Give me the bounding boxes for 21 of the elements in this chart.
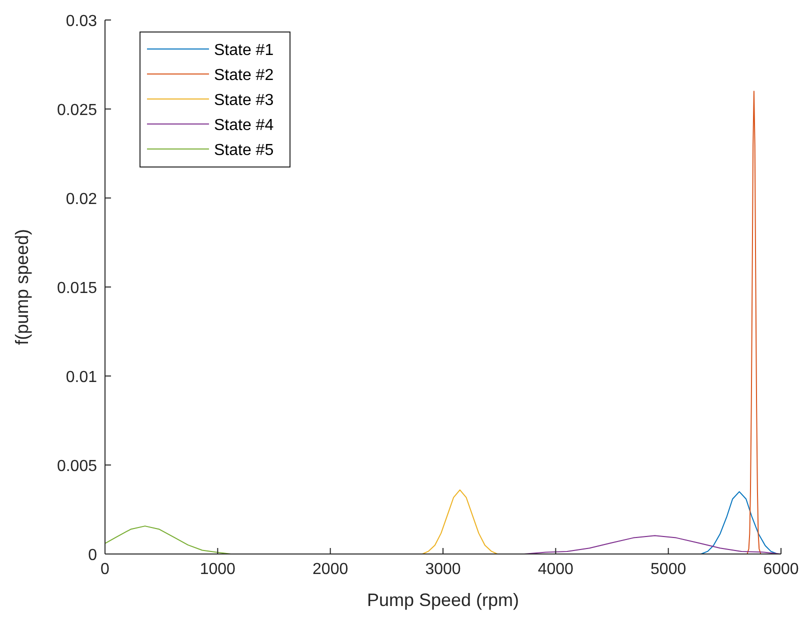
x-tick-label: 5000 <box>650 561 686 578</box>
legend-label: State #2 <box>214 67 274 84</box>
y-tick-label: 0 <box>88 547 98 564</box>
legend-label: State #1 <box>214 42 274 59</box>
x-tick-label: 0 <box>100 561 110 578</box>
y-tick-label: 0.025 <box>56 102 98 119</box>
legend-label: State #4 <box>214 117 274 134</box>
legend-label: State #3 <box>214 92 274 109</box>
x-tick-label: 6000 <box>763 561 799 578</box>
y-tick-label: 0.015 <box>56 280 98 297</box>
x-tick-label: 4000 <box>538 561 574 578</box>
x-axis-title: Pump Speed (rpm) <box>366 590 520 610</box>
x-tick-label: 1000 <box>200 561 236 578</box>
y-tick-label: 0.02 <box>66 191 98 208</box>
x-tick-label: 2000 <box>312 561 348 578</box>
legend-label: State #5 <box>214 142 274 159</box>
x-tick-label: 3000 <box>425 561 461 578</box>
y-tick-label: 0.01 <box>66 369 98 386</box>
y-tick-label: 0.005 <box>56 458 98 475</box>
y-tick-label: 0.03 <box>66 13 98 30</box>
y-axis-title: f(pump speed) <box>12 228 32 346</box>
